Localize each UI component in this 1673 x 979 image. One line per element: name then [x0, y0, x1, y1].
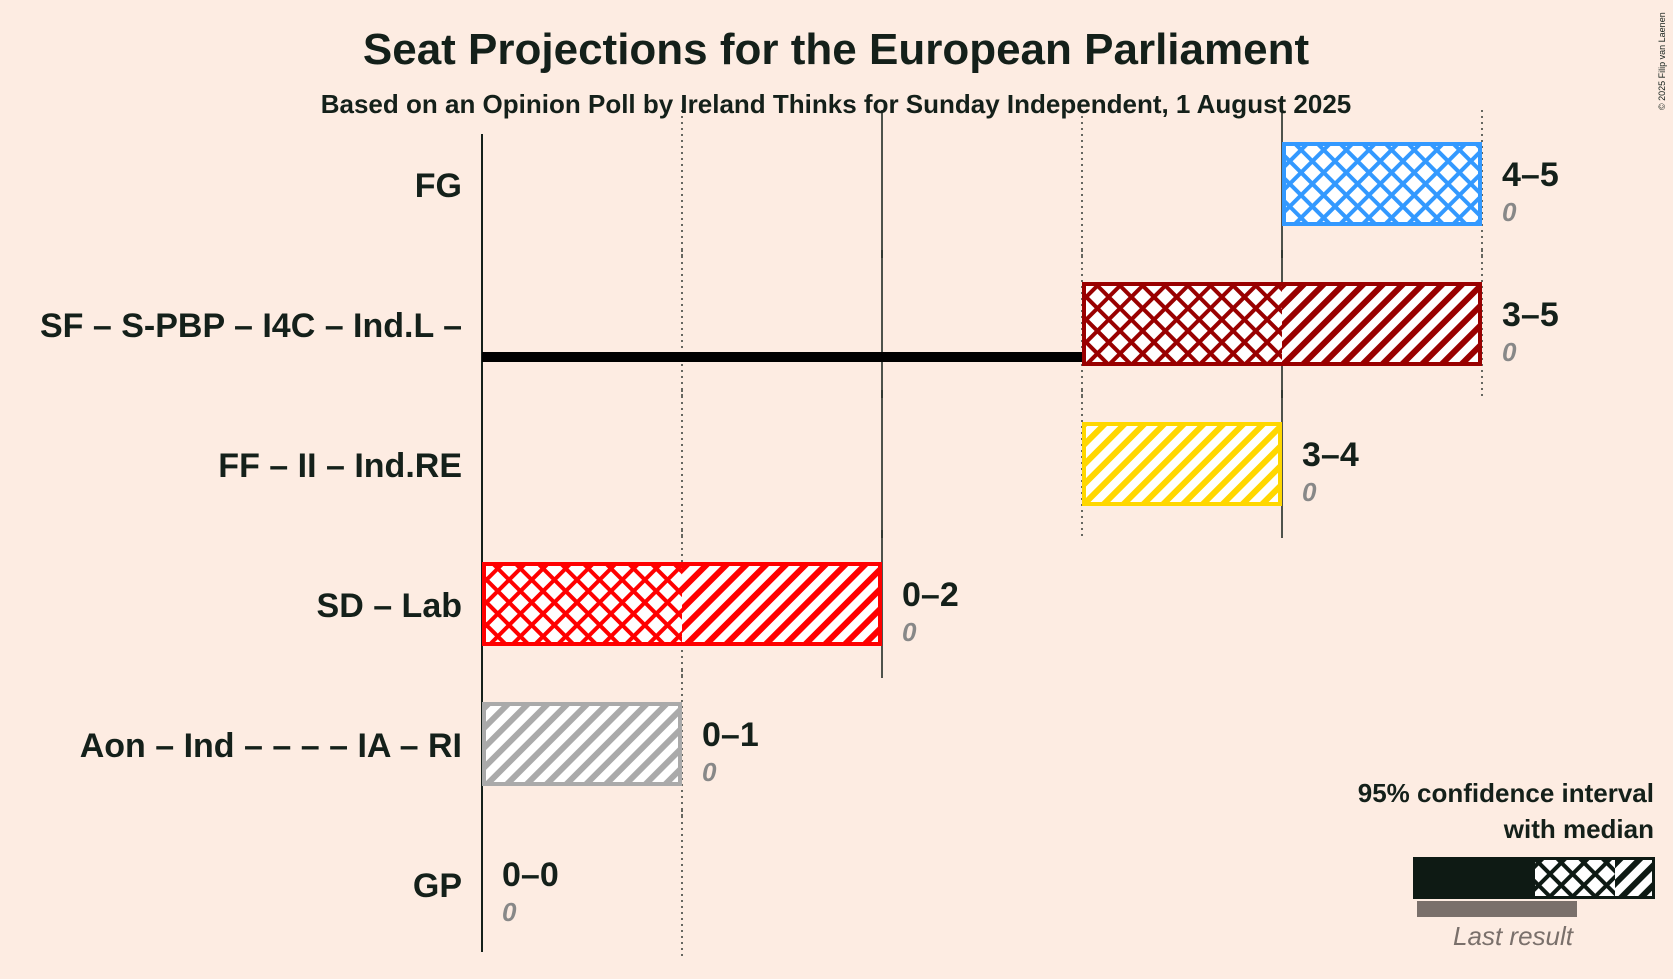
legend-swatch-last-result — [1417, 901, 1577, 917]
bar-outer-ci — [682, 562, 882, 646]
last-result-bar — [482, 352, 1082, 362]
range-label: 0–0 — [502, 856, 559, 894]
party-label: FG — [415, 167, 462, 205]
last-result-label: 0 — [502, 897, 517, 927]
legend-text-line2: with median — [1503, 814, 1654, 844]
legend-swatch-outer-ci — [1615, 857, 1655, 899]
bar-inner-ci — [482, 562, 682, 646]
bar-row-2: FF – II – Ind.RE 3–40 — [218, 390, 1359, 538]
bar-inner-ci — [1282, 142, 1482, 226]
bar-row-0: FG 4–50 — [415, 110, 1559, 258]
legend-last-result-label: Last result — [1453, 921, 1575, 951]
legend-swatch-median — [1413, 857, 1535, 899]
party-label: SD – Lab — [317, 587, 462, 625]
bar-row-5: GP 0–00 — [413, 810, 683, 958]
party-label: SF – S-PBP – I4C – Ind.L – — [40, 307, 462, 345]
legend: 95% confidence interval with median Last… — [1358, 778, 1655, 951]
bar-outer-ci — [1082, 422, 1282, 506]
bar-inner-ci — [1082, 282, 1282, 366]
bar-row-4: Aon – Ind – – – – IA – RI 0–10 — [80, 670, 759, 818]
bar-row-1: SF – S-PBP – I4C – Ind.L – 3–50 — [40, 250, 1559, 398]
range-label: 3–4 — [1302, 436, 1359, 474]
party-label: FF – II – Ind.RE — [218, 447, 462, 485]
range-label: 0–1 — [702, 716, 759, 754]
legend-swatch-outline — [1413, 857, 1655, 899]
party-label: Aon – Ind – – – – IA – RI — [80, 727, 462, 765]
bar-outline — [1282, 142, 1482, 226]
bar-outline — [482, 702, 682, 786]
chart-title: Seat Projections for the European Parlia… — [363, 25, 1310, 74]
party-label: GP — [413, 867, 462, 905]
last-result-label: 0 — [902, 617, 917, 647]
bar-row-3: SD – Lab 0–20 — [317, 530, 959, 678]
last-result-label: 0 — [702, 757, 717, 787]
bar-outline — [1082, 282, 1482, 366]
legend-swatch-inner-ci — [1535, 857, 1615, 899]
bar-outline — [1082, 422, 1282, 506]
bar-outer-ci — [1282, 282, 1482, 366]
range-label: 3–5 — [1502, 296, 1559, 334]
last-result-label: 0 — [1502, 197, 1517, 227]
range-label: 4–5 — [1502, 156, 1559, 194]
last-result-label: 0 — [1502, 337, 1517, 367]
chart-subtitle: Based on an Opinion Poll by Ireland Thin… — [321, 89, 1352, 119]
bar-outline — [482, 562, 882, 646]
last-result-label: 0 — [1302, 477, 1317, 507]
range-label: 0–2 — [902, 576, 959, 614]
bar-outer-ci — [482, 702, 682, 786]
copyright-note: © 2025 Filip van Laenen — [1657, 12, 1667, 110]
legend-text-line1: 95% confidence interval — [1358, 778, 1654, 808]
